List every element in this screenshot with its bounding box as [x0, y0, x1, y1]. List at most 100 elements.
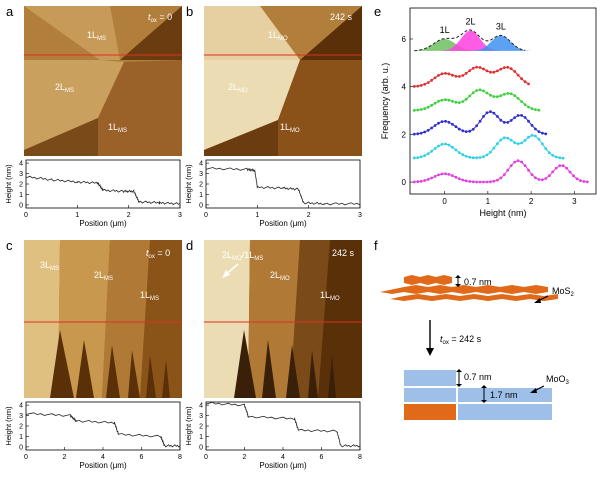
series-point-4: [430, 78, 433, 82]
y-tick-label: 3: [199, 171, 203, 178]
y-tick-label: 1: [199, 192, 203, 199]
series-point-1: [475, 156, 478, 160]
fill-3L: [470, 35, 531, 51]
y-tick-label: 3: [19, 171, 23, 178]
series-point-3: [464, 97, 468, 101]
panel-b-image: [204, 6, 362, 156]
series-point-3: [520, 100, 523, 103]
series-point-4: [461, 74, 465, 77]
series-point-2: [426, 128, 430, 132]
series-line-4: [414, 66, 529, 87]
series-point-0: [509, 164, 513, 168]
hist-x-tick-label: 2: [529, 197, 534, 206]
mos2-top-layer: [404, 275, 452, 285]
series-point-2: [464, 130, 468, 134]
series-point-2: [433, 124, 437, 127]
series-point-1: [513, 141, 517, 145]
panel-letter-f: f: [374, 238, 378, 253]
b-label-3: 1LMO: [280, 122, 300, 134]
legend-3L: 3L: [496, 21, 506, 31]
series-point-3: [478, 88, 482, 92]
series-point-3: [461, 100, 465, 103]
series-point-3: [454, 100, 458, 104]
series-point-3: [457, 101, 461, 104]
series-point-0: [482, 180, 485, 184]
series-point-2: [475, 124, 478, 128]
series-point-1: [471, 156, 475, 160]
series-point-1: [541, 142, 544, 146]
y-tick-label: 0: [19, 202, 23, 209]
y-tick-label: 4: [19, 161, 23, 168]
a-label-2: 2LMS: [55, 82, 74, 94]
series-point-2: [520, 114, 523, 117]
series-point-0: [468, 180, 472, 183]
series-point-3: [416, 108, 420, 112]
series-point-4: [509, 67, 513, 71]
series-point-3: [430, 103, 433, 107]
series-point-3: [516, 97, 520, 100]
series-point-4: [516, 73, 520, 77]
profile-frame: [25, 159, 181, 209]
series-point-2: [527, 119, 530, 123]
series-point-4: [437, 74, 440, 77]
series-point-2: [416, 132, 420, 136]
series-point-4: [457, 75, 461, 78]
profile-xlabel: Position (μm): [259, 461, 307, 470]
series-point-4: [482, 67, 485, 71]
c-label-2: 2LMS: [94, 270, 113, 282]
x-tick-label: 1: [75, 212, 79, 219]
series-point-2: [447, 120, 451, 124]
series-point-2: [506, 121, 510, 124]
panel-letter-e: e: [374, 4, 381, 19]
series-point-0: [412, 180, 416, 184]
d-label-1: 2LMO/1LMS: [222, 250, 263, 262]
series-point-0: [541, 178, 544, 182]
series-point-1: [520, 141, 523, 145]
x-tick-label: 2: [307, 212, 311, 219]
series-point-0: [579, 179, 582, 183]
mos2-remaining-left: [404, 404, 456, 420]
profile-frame: [205, 401, 361, 451]
series-point-3: [447, 98, 451, 102]
series-point-3: [523, 103, 527, 106]
series-point-0: [478, 180, 482, 184]
series-point-4: [513, 70, 517, 73]
series-point-4: [478, 66, 482, 69]
bottom-thickness: 0.7 nm: [464, 372, 492, 382]
panel-letter-a: a: [6, 4, 14, 19]
series-point-4: [440, 72, 444, 76]
series-point-0: [489, 180, 492, 184]
d-corner: 242 s: [332, 248, 355, 258]
y-tick-label: 0: [199, 444, 203, 451]
hist-ylabel: Frequency (arb. u.): [380, 63, 390, 140]
panel-c-image: [24, 240, 182, 398]
x-tick-label: 1: [255, 212, 259, 219]
series-point-2: [444, 119, 447, 123]
x-tick-label: 8: [358, 454, 362, 461]
series-point-3: [530, 107, 534, 110]
profile-xlabel: Position (μm): [79, 219, 127, 228]
series-point-1: [447, 143, 451, 147]
x-tick-label: 8: [178, 454, 182, 461]
y-tick-label: 2: [199, 424, 203, 431]
y-tick-label: 4: [19, 403, 23, 410]
series-point-4: [451, 73, 454, 77]
series-point-4: [464, 71, 468, 75]
series-point-3: [482, 89, 485, 93]
series-point-3: [419, 108, 423, 111]
profile-d-plot: 4 3 2 1 00 2 4 6 8 Height (nm) Position (μm): [184, 401, 362, 470]
series-point-3: [412, 108, 416, 112]
series-point-0: [561, 164, 565, 168]
series-point-4: [419, 84, 423, 87]
panel-a-image: [24, 6, 182, 156]
series-point-0: [416, 180, 420, 184]
series-point-0: [496, 178, 499, 182]
series-point-0: [513, 160, 517, 164]
series-point-1: [437, 144, 440, 148]
series-point-1: [509, 138, 513, 142]
series-point-4: [520, 77, 523, 81]
series-point-2: [440, 120, 444, 123]
y-tick-label: 3: [19, 413, 23, 420]
series-point-0: [551, 170, 555, 174]
series-point-3: [423, 107, 427, 110]
